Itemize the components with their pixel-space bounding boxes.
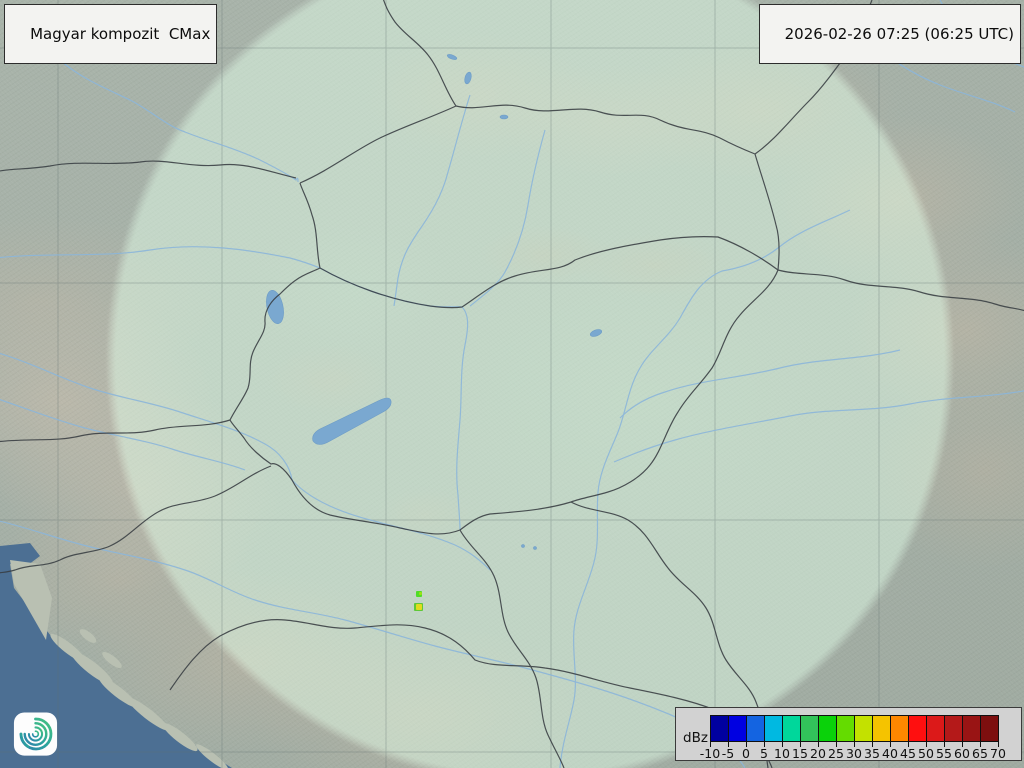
legend-tick bbox=[728, 742, 729, 747]
legend-color-box bbox=[872, 715, 891, 742]
legend-tick-label: 20 bbox=[810, 746, 826, 761]
border-serbia-romania bbox=[570, 501, 769, 768]
legend-tick bbox=[800, 742, 801, 747]
legend-color-box bbox=[890, 715, 909, 742]
river-mura bbox=[0, 399, 246, 471]
lakes bbox=[266, 54, 603, 550]
legend-tick bbox=[944, 742, 945, 747]
legend-tick-label: 55 bbox=[936, 746, 952, 761]
border-czech-slovakia bbox=[299, 105, 457, 184]
legend-color-box bbox=[926, 715, 945, 742]
dbz-legend: dBz -10 -5 0 5 10 15 20 25 30 35 40 45 50 55 60 65 70 bbox=[675, 707, 1022, 761]
legend-tick bbox=[872, 742, 873, 747]
legend-color-box bbox=[818, 715, 837, 742]
legend-tick bbox=[854, 742, 855, 747]
legend-tick-label: 35 bbox=[864, 746, 880, 761]
border-austria-slovakia bbox=[299, 182, 321, 269]
legend-tick-label: 10 bbox=[774, 746, 790, 761]
legend-tick bbox=[980, 742, 981, 747]
legend-color-scale bbox=[710, 715, 999, 742]
legend-color-box bbox=[710, 715, 729, 742]
river-drava bbox=[0, 352, 491, 571]
legend-tick bbox=[998, 742, 999, 747]
legend-color-box bbox=[764, 715, 783, 742]
legend-color-box bbox=[980, 715, 999, 742]
legend-color-box bbox=[908, 715, 927, 742]
legend-tick-label: -10 bbox=[699, 746, 721, 761]
adriatic-sea bbox=[0, 543, 232, 768]
border-slovakia-ukraine bbox=[754, 153, 780, 271]
legend-color-box bbox=[728, 715, 747, 742]
border-austria-slovenia bbox=[0, 419, 231, 443]
border-hungary bbox=[229, 236, 779, 535]
border-czech-austria bbox=[0, 160, 297, 179]
radar-echoes bbox=[414, 591, 423, 611]
river-morava-cz bbox=[59, 59, 299, 183]
lake-neusiedl bbox=[266, 289, 284, 325]
legend-tick-label: 15 bbox=[792, 746, 808, 761]
weather-service-logo bbox=[13, 711, 58, 757]
legend-tick-label: 0 bbox=[742, 746, 750, 761]
legend-tick-label: 30 bbox=[846, 746, 862, 761]
legend-tick-label: 50 bbox=[918, 746, 934, 761]
legend-color-box bbox=[746, 715, 765, 742]
river-tisza bbox=[559, 209, 851, 768]
river-maros bbox=[613, 390, 1024, 463]
river-koros bbox=[619, 349, 901, 419]
legend-tick bbox=[710, 742, 711, 747]
legend-tick-label: -5 bbox=[721, 746, 735, 761]
legend-color-box bbox=[944, 715, 963, 742]
legend-tick bbox=[836, 742, 837, 747]
border-czech-poland bbox=[382, 0, 457, 107]
river-hron bbox=[469, 129, 546, 307]
lake-balaton bbox=[312, 397, 392, 445]
spiral-logo-icon bbox=[13, 712, 58, 756]
river-sava bbox=[0, 520, 746, 768]
lake-tisza bbox=[589, 329, 603, 337]
legend-tick bbox=[746, 742, 747, 747]
legend-tick bbox=[890, 742, 891, 747]
legend-color-box bbox=[836, 715, 855, 742]
legend-color-box bbox=[782, 715, 801, 742]
legend-tick bbox=[908, 742, 909, 747]
legend-tick bbox=[764, 742, 765, 747]
legend-tick-label: 25 bbox=[828, 746, 844, 761]
border-slovakia-poland bbox=[455, 104, 756, 155]
product-label-text: Magyar kompozit CMax bbox=[30, 25, 211, 43]
legend-tick bbox=[926, 742, 927, 747]
legend-color-box bbox=[854, 715, 873, 742]
legend-tick-label: 40 bbox=[882, 746, 898, 761]
legend-tick-label: 45 bbox=[900, 746, 916, 761]
border-slovenia-croatia bbox=[0, 465, 272, 574]
croatian-islands bbox=[50, 629, 228, 768]
legend-tick bbox=[818, 742, 819, 747]
legend-tick-label: 65 bbox=[972, 746, 988, 761]
timestamp-text: 2026-02-26 07:25 (06:25 UTC) bbox=[784, 25, 1014, 43]
legend-tick bbox=[782, 742, 783, 747]
legend-color-box bbox=[962, 715, 981, 742]
radar-echo bbox=[416, 604, 422, 610]
product-label: Magyar kompozit CMax bbox=[4, 4, 218, 64]
legend-tick-label: 5 bbox=[760, 746, 768, 761]
legend-tick bbox=[962, 742, 963, 747]
legend-color-box bbox=[800, 715, 819, 742]
radar-echo bbox=[419, 592, 422, 595]
legend-tick-label: 70 bbox=[990, 746, 1006, 761]
timestamp-label: 2026-02-26 07:25 (06:25 UTC) bbox=[758, 4, 1021, 64]
istria-peninsula bbox=[10, 560, 52, 640]
river-danube-upper bbox=[0, 246, 321, 269]
border-romania-ukraine bbox=[777, 269, 1024, 312]
legend-tick-label: 60 bbox=[954, 746, 970, 761]
river-vah bbox=[393, 94, 471, 307]
legend-unit-label: dBz bbox=[683, 730, 708, 746]
border-croatia-serbia bbox=[459, 529, 565, 768]
